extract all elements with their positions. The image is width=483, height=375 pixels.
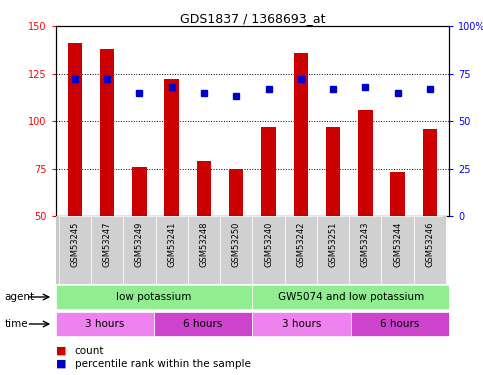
Text: 6 hours: 6 hours xyxy=(380,319,420,329)
Text: ■: ■ xyxy=(56,359,66,369)
Text: GSM53246: GSM53246 xyxy=(426,221,434,267)
Bar xyxy=(197,161,211,216)
Bar xyxy=(382,216,414,284)
Bar xyxy=(229,169,243,216)
Bar xyxy=(154,312,253,336)
Text: percentile rank within the sample: percentile rank within the sample xyxy=(75,359,251,369)
Text: GSM53243: GSM53243 xyxy=(361,221,370,267)
Bar xyxy=(390,172,405,216)
Text: GSM53244: GSM53244 xyxy=(393,221,402,267)
Bar xyxy=(132,166,147,216)
Text: GSM53245: GSM53245 xyxy=(71,221,79,267)
Text: GSM53242: GSM53242 xyxy=(296,221,305,267)
Text: GSM53251: GSM53251 xyxy=(328,221,338,267)
Text: 3 hours: 3 hours xyxy=(85,319,125,329)
Bar xyxy=(56,285,253,309)
Bar xyxy=(358,110,372,216)
Text: 3 hours: 3 hours xyxy=(282,319,321,329)
Text: GSM53241: GSM53241 xyxy=(167,221,176,267)
Bar xyxy=(220,216,253,284)
Title: GDS1837 / 1368693_at: GDS1837 / 1368693_at xyxy=(180,12,325,25)
Bar xyxy=(253,216,284,284)
Bar xyxy=(261,127,276,216)
Bar xyxy=(123,216,156,284)
Bar xyxy=(100,49,114,216)
Text: time: time xyxy=(5,319,28,329)
Text: GSM53249: GSM53249 xyxy=(135,221,144,267)
Text: GW5074 and low potassium: GW5074 and low potassium xyxy=(278,292,424,302)
Text: GSM53247: GSM53247 xyxy=(103,221,112,267)
Bar xyxy=(349,216,382,284)
Bar xyxy=(423,129,437,216)
Bar xyxy=(326,127,341,216)
Bar xyxy=(253,312,351,336)
Text: GSM53240: GSM53240 xyxy=(264,221,273,267)
Text: ■: ■ xyxy=(56,346,66,355)
Bar xyxy=(56,312,154,336)
Text: low potassium: low potassium xyxy=(116,292,192,302)
Bar xyxy=(317,216,349,284)
Text: agent: agent xyxy=(5,292,35,302)
Text: GSM53250: GSM53250 xyxy=(232,221,241,267)
Bar xyxy=(414,216,446,284)
Bar xyxy=(188,216,220,284)
Bar xyxy=(294,53,308,216)
Bar xyxy=(284,216,317,284)
Bar xyxy=(68,44,82,216)
Text: GSM53248: GSM53248 xyxy=(199,221,209,267)
Text: 6 hours: 6 hours xyxy=(184,319,223,329)
Text: count: count xyxy=(75,346,104,355)
Bar xyxy=(253,285,449,309)
Bar xyxy=(59,216,91,284)
Bar xyxy=(164,80,179,216)
Bar xyxy=(351,312,449,336)
Bar xyxy=(156,216,188,284)
Bar xyxy=(91,216,123,284)
